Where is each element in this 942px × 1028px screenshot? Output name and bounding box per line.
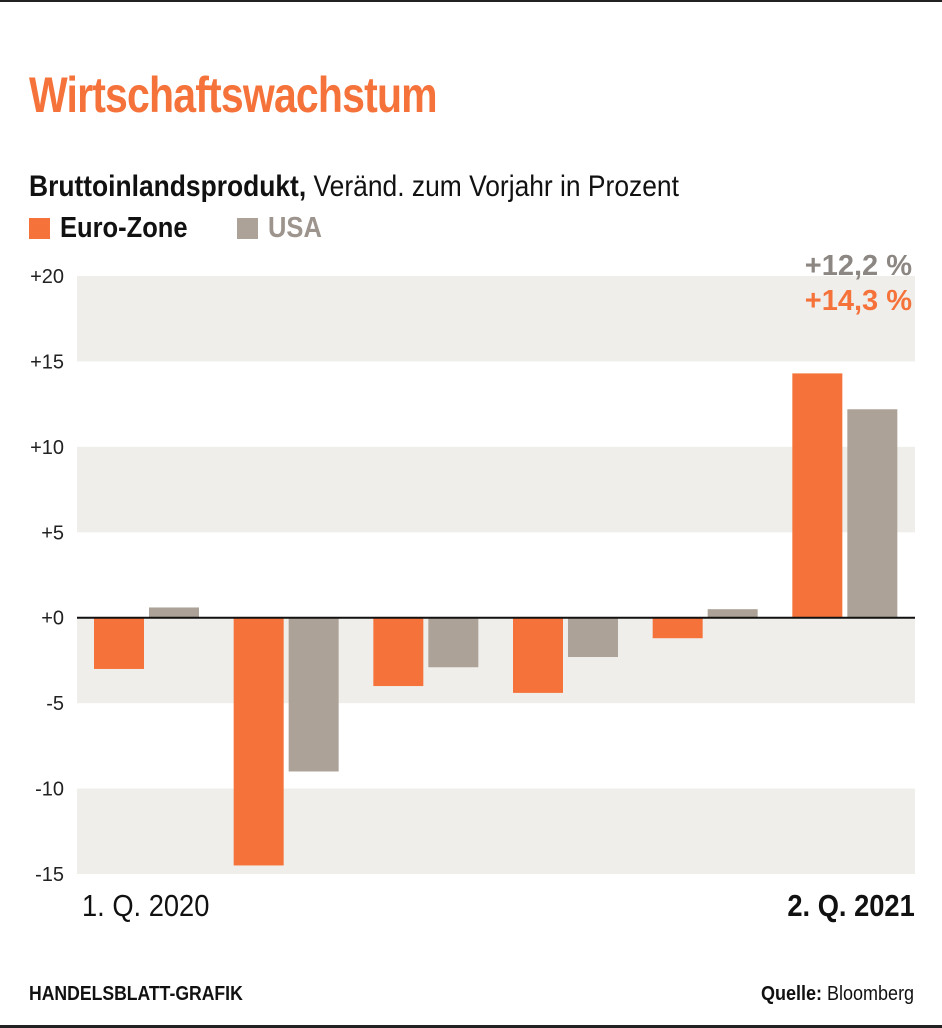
subtitle-rest: Veränd. zum Vorjahr in Prozent [306, 170, 679, 203]
legend-swatch-euro-zone [29, 218, 50, 239]
source-label: Quelle: Bloomberg [761, 983, 914, 1006]
bar-euro-zone-1 [94, 617, 144, 669]
legend-item-euro-zone: Euro-Zone [29, 212, 205, 245]
source-value: Bloomberg [821, 983, 914, 1005]
bar-usa-1 [149, 607, 199, 618]
bar-euro-zone-5 [652, 617, 703, 639]
legend-label-usa: USA [268, 212, 322, 244]
legend-label-euro-zone: Euro-Zone [60, 212, 188, 244]
bar-usa-4 [568, 617, 618, 658]
bar-euro-zone-2 [233, 617, 284, 866]
bar-euro-zone-4 [513, 617, 563, 693]
grid-band [77, 446, 915, 533]
bar-usa-2 [288, 617, 339, 772]
credit-label: HANDELSBLATT-GRAFIK [29, 983, 243, 1005]
bar-euro-zone-6 [792, 373, 843, 618]
y-tick-label: +0 [41, 608, 64, 630]
y-tick-label: +5 [41, 522, 64, 544]
background-bands [77, 276, 915, 874]
chart-subtitle: Bruttoinlandsprodukt, Veränd. zum Vorjah… [29, 170, 679, 204]
annotation-euro-last-value: +14,3 % [804, 285, 912, 317]
top-border [0, 0, 942, 2]
y-tick-label: +20 [30, 266, 64, 288]
x-label-last: 2. Q. 2021 [787, 888, 915, 923]
bar-usa-3 [428, 617, 479, 668]
grid-band [77, 617, 915, 704]
y-tick-label: +15 [30, 351, 64, 373]
y-tick-label: -15 [35, 864, 64, 886]
y-tick-label: -10 [35, 779, 64, 801]
bars [94, 373, 898, 866]
y-axis-ticks: +20 +15 +10 +5 +0 -5 -10 -15 [30, 266, 64, 886]
y-tick-label: -5 [46, 693, 64, 715]
chart-title: Wirtschaftswachstum [29, 67, 438, 123]
bar-euro-zone-3 [373, 617, 424, 687]
grid-band [77, 788, 915, 874]
bar-usa-5 [707, 609, 758, 618]
grid-band [77, 276, 915, 362]
subtitle-bold: Bruttoinlandsprodukt, [29, 170, 307, 203]
x-label-first: 1. Q. 2020 [82, 888, 210, 923]
y-tick-label: +10 [30, 437, 64, 459]
legend-swatch-usa [237, 218, 258, 239]
annotation-usa-last-value: +12,2 % [804, 250, 912, 282]
source-prefix: Quelle: [760, 983, 822, 1005]
bar-usa-6 [847, 409, 898, 618]
legend: Euro-Zone USA [29, 212, 361, 245]
legend-item-usa: USA [237, 212, 329, 245]
bottom-border [0, 1025, 942, 1028]
